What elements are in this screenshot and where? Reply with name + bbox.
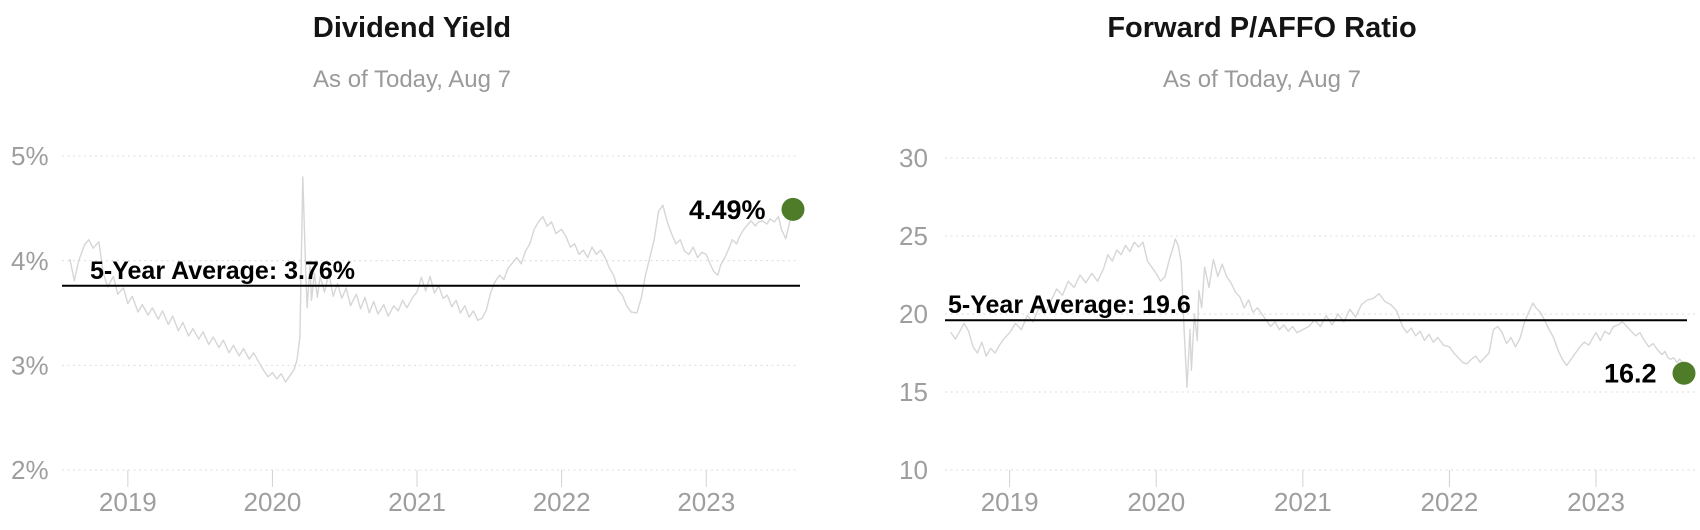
y-axis-label: 2% (11, 455, 49, 485)
x-axis-label: 2020 (1127, 487, 1185, 517)
y-axis-label: 10 (899, 455, 928, 485)
x-axis-label: 2019 (981, 487, 1039, 517)
dividend-yield-chart: 5% 4% 3% 2% 2019 2020 2021 2022 2023 5-Year Avera… (11, 141, 805, 517)
average-annotation: 5-Year Average: 3.76% (90, 257, 355, 285)
x-axis-label: 2019 (99, 487, 157, 517)
current-value-label: 16.2 (1604, 359, 1657, 389)
y-axis-label: 5% (11, 141, 49, 171)
endpoint-dot[interactable] (1672, 361, 1696, 385)
y-axis-label: 4% (11, 246, 49, 276)
x-axis-label: 2022 (533, 487, 591, 517)
dividend-yield-title: Dividend Yield (312, 12, 512, 44)
y-axis-label: 20 (899, 299, 928, 329)
y-axis-label: 15 (899, 377, 928, 407)
x-axis-label: 2023 (677, 487, 735, 517)
y-axis-label: 30 (899, 143, 928, 173)
series-line[interactable] (69, 176, 794, 383)
x-axis-label: 2021 (1274, 487, 1332, 517)
dividend-yield-subtitle: As of Today, Aug 7 (313, 66, 511, 93)
x-axis-label: 2022 (1421, 487, 1479, 517)
series-line[interactable] (950, 238, 1685, 388)
endpoint-dot[interactable] (781, 197, 805, 221)
y-axis-label: 25 (899, 221, 928, 251)
average-annotation: 5-Year Average: 19.6 (948, 291, 1191, 319)
paffo-chart: 30 25 20 15 10 2019 2020 2021 2022 2023 5-Year Ave… (899, 143, 1697, 517)
x-axis-label: 2021 (388, 487, 446, 517)
y-axis-label: 3% (11, 350, 49, 380)
current-value-label: 4.49% (689, 195, 766, 225)
paffo-subtitle: As of Today, Aug 7 (1163, 66, 1361, 93)
x-axis-label: 2023 (1567, 487, 1625, 517)
paffo-title: Forward P/AFFO Ratio (1107, 12, 1417, 44)
x-axis-label: 2020 (244, 487, 302, 517)
